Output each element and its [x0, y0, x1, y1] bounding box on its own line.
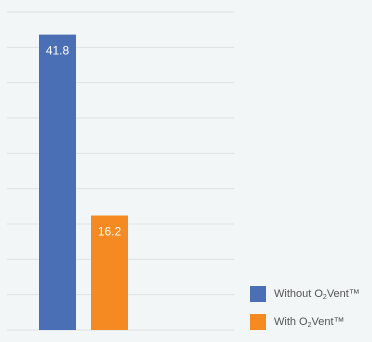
legend-item-without: Without O2Vent™: [250, 286, 360, 302]
data-label-without: 41.8: [46, 44, 70, 58]
legend-label-without: Without O2Vent™: [274, 287, 360, 301]
legend-swatch-without: [250, 286, 266, 302]
legend-label-with: With O2Vent™: [274, 315, 345, 329]
legend-swatch-with: [250, 314, 266, 330]
data-labels: 41.8 16.2: [46, 44, 122, 239]
legend: Without O2Vent™ With O2Vent™: [250, 286, 360, 342]
legend-item-with: With O2Vent™: [250, 314, 360, 330]
data-label-with: 16.2: [98, 225, 122, 239]
bar-with: [91, 215, 128, 330]
bar-without: [39, 34, 76, 330]
bars: [39, 34, 128, 330]
